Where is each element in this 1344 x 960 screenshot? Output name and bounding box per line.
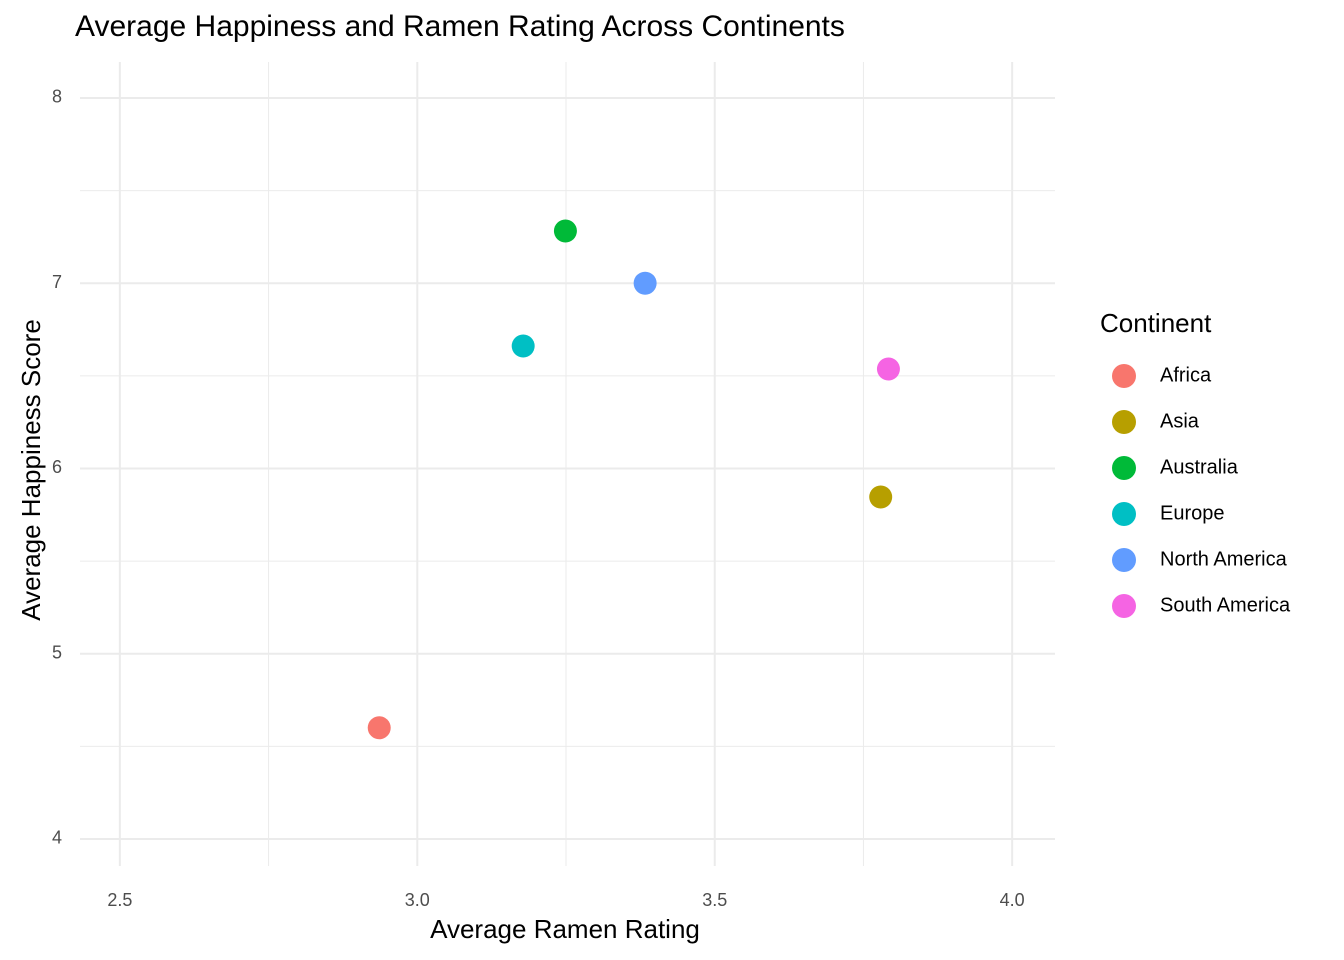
point [511, 334, 535, 358]
y-axis-label: Average Happiness Score [16, 319, 46, 621]
point [633, 271, 657, 295]
y-tick-label: 5 [52, 642, 62, 662]
legend-label: Asia [1160, 410, 1200, 432]
legend-swatch [1112, 548, 1136, 572]
legend-label: North America [1160, 548, 1288, 570]
legend-label: Europe [1160, 502, 1225, 524]
x-tick-label: 4.0 [1000, 890, 1025, 910]
legend-swatch [1112, 502, 1136, 526]
y-tick-label: 4 [52, 828, 62, 848]
legend-swatch [1112, 364, 1136, 388]
x-axis-label: Average Ramen Rating [430, 914, 700, 944]
legend-label: Australia [1160, 456, 1239, 478]
y-tick-label: 8 [52, 87, 62, 107]
x-tick-label: 3.5 [702, 890, 727, 910]
legend-swatch [1112, 410, 1136, 434]
x-tick-label: 3.0 [405, 890, 430, 910]
y-tick-label: 6 [52, 457, 62, 477]
point [869, 485, 893, 509]
point [876, 357, 900, 381]
chart-title: Average Happiness and Ramen Rating Acros… [75, 10, 845, 43]
y-tick-label: 7 [52, 272, 62, 292]
legend-swatch [1112, 456, 1136, 480]
legend-label: South America [1160, 594, 1291, 616]
legend-label: Africa [1160, 364, 1212, 386]
x-tick-label: 2.5 [107, 890, 132, 910]
point [553, 219, 577, 243]
legend-swatch [1112, 594, 1136, 618]
point [367, 716, 391, 740]
legend-title: Continent [1100, 308, 1212, 338]
